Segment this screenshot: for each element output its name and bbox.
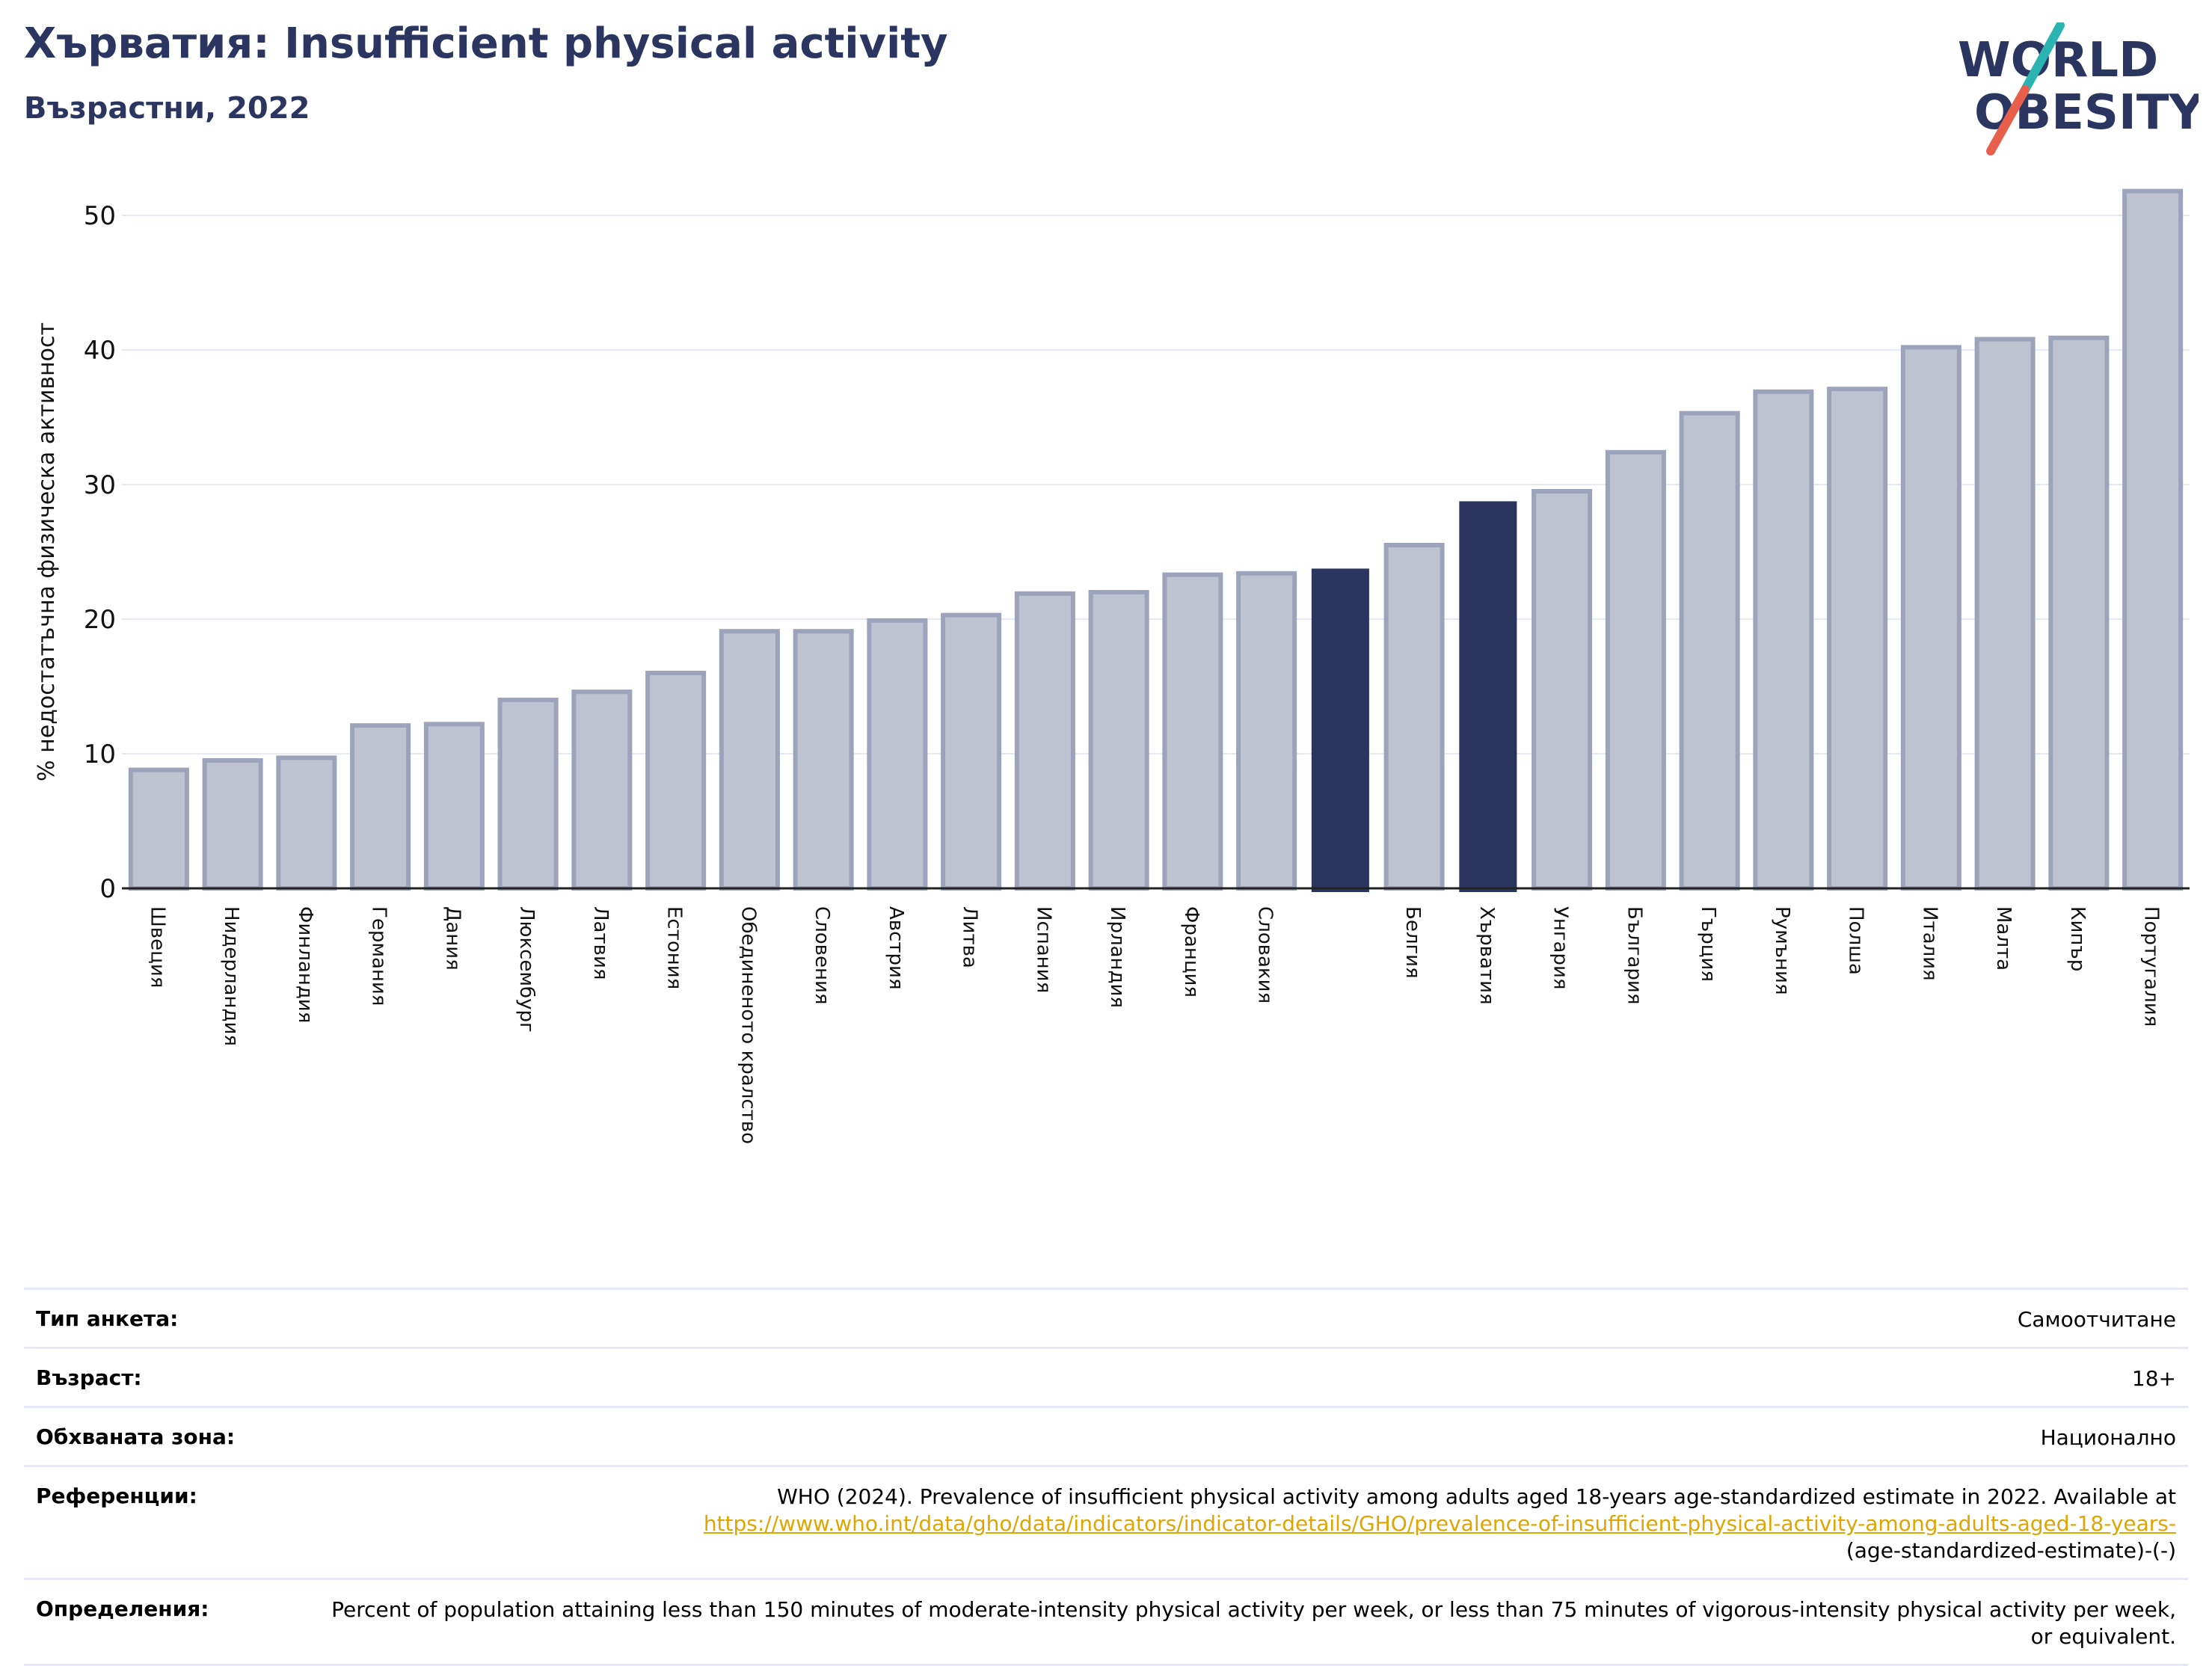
x-tick-label: Латвия [589,906,612,980]
info-row: Възраст: 18+ [24,1347,2188,1406]
x-tick-label: Австрия [885,906,907,990]
x-tick-label: Естония [663,906,686,989]
y-tick-label: 10 [84,740,116,769]
logo-slash-teal [2021,22,2065,94]
info-label: Обхваната зона: [36,1424,236,1449]
bar [1827,387,1888,891]
y-tick-label: 0 [99,874,116,904]
info-table: Тип анкета: Самоотчитане Възраст: 18+ Обхван… [24,1288,2188,1666]
x-tick-label: Германия [368,906,390,1006]
info-value-text: 18+ [2131,1366,2176,1391]
info-value-end: (age-standardized-estimate)-(-) [1846,1538,2176,1563]
x-tick-label: Обединеното кралство [737,906,759,1144]
x-tick-label: Нидерландия [220,906,242,1046]
bar [1383,543,1445,891]
info-value-text: Percent of population attaining less tha… [331,1597,2176,1649]
bar [276,755,337,891]
bars [128,188,2184,893]
bar [941,612,1002,891]
y-axis-ticks: 0 10 20 30 40 50 [84,201,116,904]
x-tick-label: България [1623,906,1645,1004]
chart-title: Хърватия: Insufficient physical activity [24,19,948,68]
x-tick-label: Франция [1180,906,1202,998]
bar [719,629,780,891]
x-tick-label: Гърция [1697,906,1719,982]
info-row: Обхваната зона: Национално [24,1406,2188,1465]
bar [1974,336,2036,891]
x-tick-label: Люксембург [515,906,538,1033]
bar [128,767,189,891]
info-value: Самоотчитане [2018,1306,2176,1333]
x-tick-label: Унгария [1549,906,1572,989]
bar [1311,568,1369,893]
logo-slash-coral [1986,85,2030,156]
info-value: WHO (2024). Prevalence of insufficient p… [704,1484,2176,1564]
bar [350,723,411,891]
x-tick-label: Малта [1992,906,2015,971]
bar [1459,501,1517,892]
info-label: Тип анкета: [36,1306,179,1331]
bar [2048,335,2110,891]
info-value-text: WHO (2024). Prevalence of insufficient p… [777,1484,2176,1509]
x-tick-label: Дания [441,906,464,971]
bar [1900,345,1961,891]
bar [1531,489,1593,891]
x-tick-label: Словения [811,906,833,1005]
bar [1679,411,1740,891]
bar [1162,572,1223,891]
logo-word-world: WORLD [1958,33,2158,88]
x-axis-labels: Швеция Нидерландия Финландия Германия Дания Л… [146,906,2162,1144]
bar [867,618,928,891]
info-row: Определения: Percent of population attain… [24,1578,2188,1666]
x-tick-label: Испания [1032,906,1054,993]
world-obesity-logo: WORLD OBESITY [1958,22,2199,156]
info-label: Референции: [36,1484,197,1508]
x-tick-label: Румъния [1771,906,1793,995]
bar [497,698,559,891]
bar [1236,571,1297,891]
bar [1753,389,1814,891]
y-tick-label: 30 [84,470,116,500]
info-value: Национално [2041,1424,2176,1451]
x-tick-label: Швеция [146,906,168,988]
info-value: 18+ [2132,1365,2176,1392]
x-tick-label: Португалия [2140,906,2163,1027]
x-tick-label: Словакия [1254,906,1276,1003]
bar [645,671,707,891]
bar [1088,590,1149,891]
x-tick-label: Финландия [294,906,316,1023]
info-row: Тип анкета: Самоотчитане [24,1288,2188,1347]
y-tick-label: 20 [84,605,116,635]
x-tick-label: Белгия [1401,906,1424,979]
info-value-text: Самоотчитане [2017,1307,2176,1332]
y-tick-label: 50 [84,201,116,231]
info-label: Възраст: [36,1365,142,1390]
x-tick-label: Ирландия [1106,906,1128,1008]
chart-subtitle: Възрастни, 2022 [24,91,310,126]
bar [2122,188,2184,891]
bar [1014,591,1075,891]
bar-chart: 0 10 20 30 40 50 Швеция Нидерландия Финландия Ге… [34,188,2190,1144]
bar [793,629,854,891]
info-label: Определения: [36,1596,209,1621]
x-tick-label: Хърватия [1475,906,1498,1005]
bar [202,758,263,891]
info-value-text: Национално [2040,1425,2176,1450]
x-tick-label: Литва [959,906,981,968]
x-tick-label: Кипър [2066,906,2089,971]
x-tick-label: Полша [1845,906,1867,975]
bar [423,722,485,891]
bar [571,689,633,891]
info-value: Percent of population attaining less tha… [307,1596,2176,1650]
y-axis-label: % недостатъчна физическа активност [34,322,60,781]
reference-link[interactable]: https://www.who.int/data/gho/data/indica… [703,1511,2176,1536]
bar [1605,449,1666,891]
x-tick-label: Италия [1918,906,1941,981]
y-tick-label: 40 [84,336,116,366]
info-row: Референции: WHO (2024). Prevalence of ins… [24,1465,2188,1578]
